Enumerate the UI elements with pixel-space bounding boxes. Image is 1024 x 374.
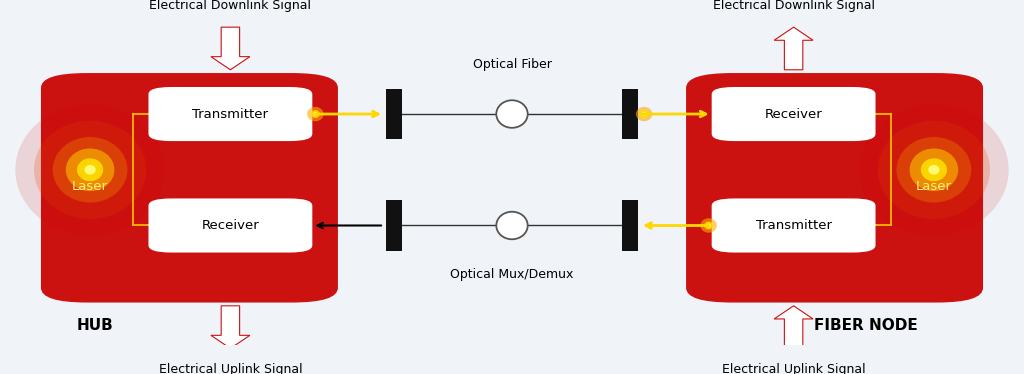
Text: Optical Mux/Demux: Optical Mux/Demux — [451, 268, 573, 281]
FancyArrow shape — [211, 306, 250, 349]
Text: HUB: HUB — [77, 318, 114, 333]
Ellipse shape — [921, 158, 947, 181]
Ellipse shape — [642, 112, 646, 116]
FancyArrow shape — [774, 27, 813, 70]
FancyBboxPatch shape — [686, 73, 983, 303]
Ellipse shape — [313, 112, 317, 116]
Ellipse shape — [929, 165, 939, 175]
FancyBboxPatch shape — [148, 199, 312, 252]
Text: Receiver: Receiver — [765, 108, 822, 120]
Ellipse shape — [640, 110, 648, 118]
Ellipse shape — [707, 224, 711, 227]
Ellipse shape — [307, 107, 324, 121]
Ellipse shape — [66, 148, 115, 191]
Text: Transmitter: Transmitter — [756, 219, 831, 232]
Ellipse shape — [15, 104, 165, 235]
Ellipse shape — [311, 110, 319, 118]
Bar — [386, 200, 402, 251]
Text: Electrical Uplink Signal: Electrical Uplink Signal — [722, 363, 865, 374]
Bar — [622, 89, 638, 140]
Ellipse shape — [909, 148, 958, 191]
Text: Electrical Uplink Signal: Electrical Uplink Signal — [159, 363, 302, 374]
Ellipse shape — [859, 104, 1009, 235]
Text: Electrical Downlink Signal: Electrical Downlink Signal — [150, 0, 311, 12]
Text: Optical Fiber: Optical Fiber — [472, 58, 552, 71]
Ellipse shape — [700, 218, 717, 233]
Ellipse shape — [497, 100, 527, 128]
FancyBboxPatch shape — [148, 87, 312, 141]
FancyArrow shape — [774, 306, 813, 349]
Text: Receiver: Receiver — [202, 219, 259, 232]
Ellipse shape — [77, 158, 103, 181]
Ellipse shape — [636, 107, 652, 121]
Ellipse shape — [878, 120, 990, 219]
Ellipse shape — [34, 120, 146, 219]
Text: Laser: Laser — [72, 180, 109, 193]
Text: FIBER NODE: FIBER NODE — [814, 318, 918, 333]
FancyBboxPatch shape — [712, 199, 876, 252]
Bar — [622, 200, 638, 251]
Ellipse shape — [896, 137, 972, 203]
FancyBboxPatch shape — [41, 73, 338, 303]
Ellipse shape — [52, 137, 128, 203]
Ellipse shape — [497, 212, 527, 239]
Text: Laser: Laser — [915, 180, 952, 193]
FancyBboxPatch shape — [712, 87, 876, 141]
FancyArrow shape — [211, 27, 250, 70]
Ellipse shape — [85, 165, 95, 175]
Bar — [386, 89, 402, 140]
Text: Transmitter: Transmitter — [193, 108, 268, 120]
Ellipse shape — [705, 221, 713, 229]
Text: Electrical Downlink Signal: Electrical Downlink Signal — [713, 0, 874, 12]
